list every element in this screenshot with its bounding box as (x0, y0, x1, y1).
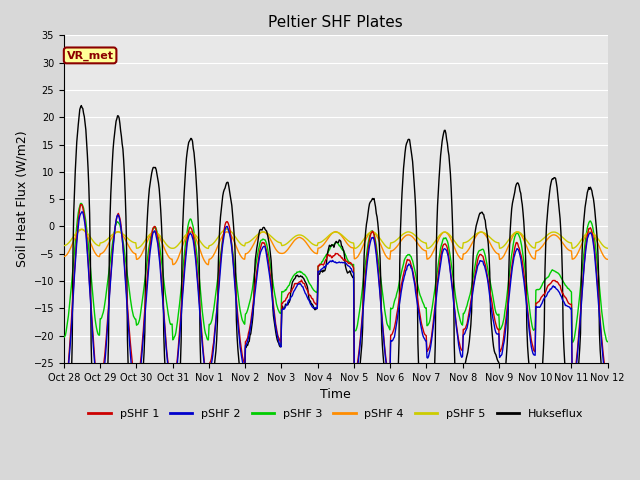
Legend: pSHF 1, pSHF 2, pSHF 3, pSHF 4, pSHF 5, Hukseflux: pSHF 1, pSHF 2, pSHF 3, pSHF 4, pSHF 5, … (84, 404, 588, 423)
X-axis label: Time: Time (321, 388, 351, 401)
Y-axis label: Soil Heat Flux (W/m2): Soil Heat Flux (W/m2) (15, 131, 28, 267)
Title: Peltier SHF Plates: Peltier SHF Plates (268, 15, 403, 30)
Text: VR_met: VR_met (67, 50, 114, 60)
